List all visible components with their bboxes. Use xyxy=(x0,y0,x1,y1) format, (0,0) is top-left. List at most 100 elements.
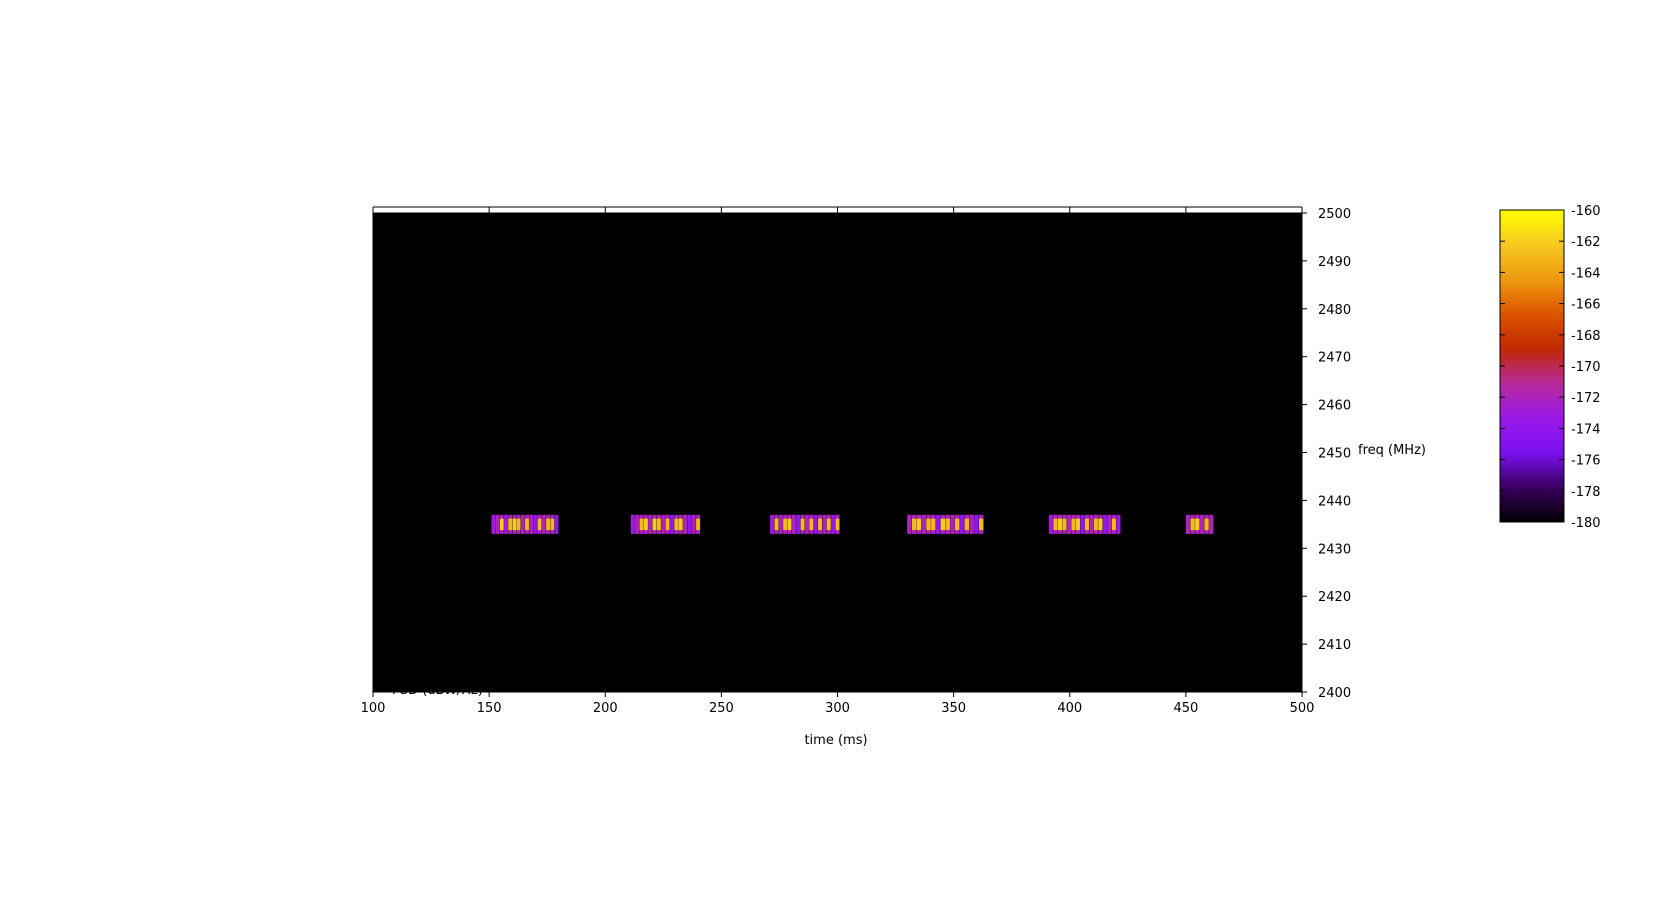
burst-1-cell-5 xyxy=(652,518,657,531)
burst-3-cell-15 xyxy=(979,518,984,531)
burst-1-cell-3 xyxy=(643,518,648,531)
burst-0-cell-8 xyxy=(525,518,529,531)
burst-3-cell-7 xyxy=(940,518,946,531)
burst-2-cell-0 xyxy=(770,518,775,531)
burst-1-cell-12 xyxy=(683,518,688,531)
burst-4-cell-13 xyxy=(1107,518,1112,531)
burst-3-cell-13 xyxy=(969,518,974,531)
burst-2-cell-3 xyxy=(783,518,788,531)
burst-0-cell-7 xyxy=(520,518,525,531)
colorbar-tick-label: -174 xyxy=(1571,422,1601,437)
y-tick-label: 2500 xyxy=(1318,207,1351,222)
y-tick-label: 2460 xyxy=(1318,399,1351,414)
burst-3-cell-6 xyxy=(935,518,941,531)
x-tick-label: 200 xyxy=(593,701,618,716)
x-tick-label: 150 xyxy=(477,701,502,716)
colorbar-tick-label: -180 xyxy=(1571,516,1601,531)
burst-4-cell-4 xyxy=(1066,518,1071,531)
burst-0-cell-6 xyxy=(516,518,521,531)
x-tick-label: 350 xyxy=(941,701,966,716)
colorbar-label: PSD (dBW/Hz) xyxy=(392,683,483,698)
burst-2-cell-4 xyxy=(787,518,792,531)
burst-0-cell-3 xyxy=(504,518,508,531)
burst-4-cell-6 xyxy=(1075,518,1080,531)
burst-2-cell-8 xyxy=(804,518,809,531)
burst-2-cell-2 xyxy=(778,518,783,531)
colorbar-tick-label: -166 xyxy=(1571,298,1601,313)
colorbar-tick-label: -178 xyxy=(1571,485,1601,500)
colorbar: -180 -178 -176 -174 -172 -170 -168 -166 -164 -162… xyxy=(1499,204,1601,531)
burst-0-cell-9 xyxy=(529,518,534,531)
burst-5-cell-4 xyxy=(1204,518,1209,531)
burst-1-cell-6 xyxy=(656,518,661,531)
burst-2-cell-10 xyxy=(813,518,818,531)
burst-4-cell-8 xyxy=(1084,518,1089,531)
y-tick-label: 2410 xyxy=(1318,638,1351,653)
burst-5-cell-0 xyxy=(1185,518,1191,531)
burst-1-cell-2 xyxy=(639,518,644,531)
x-tick-label: 300 xyxy=(825,701,850,716)
burst-5-cell-2 xyxy=(1195,518,1200,531)
burst-0-cell-12 xyxy=(541,518,546,531)
x-axis-label: time (ms) xyxy=(804,733,867,748)
burst-0-cell-15 xyxy=(554,518,559,531)
burst-2-cell-7 xyxy=(800,518,805,531)
heatmap-layer xyxy=(373,213,1302,692)
burst-4-cell-2 xyxy=(1057,518,1062,531)
burst-5-cell-1 xyxy=(1190,518,1195,531)
burst-4-cell-14 xyxy=(1111,518,1116,531)
y-tick-label: 2490 xyxy=(1318,255,1351,270)
burst-3-cell-9 xyxy=(950,518,955,531)
y-tick-label: 2420 xyxy=(1318,590,1351,605)
colorbar-tick-label: -176 xyxy=(1571,454,1601,469)
y-tick-label: 2430 xyxy=(1318,542,1351,557)
burst-5-cell-3 xyxy=(1199,518,1205,531)
burst-0-cell-10 xyxy=(533,518,538,531)
burst-2-cell-6 xyxy=(796,518,801,531)
burst-1-cell-0 xyxy=(630,518,635,531)
burst-3-cell-0 xyxy=(907,518,912,531)
burst-2-cell-9 xyxy=(809,518,814,531)
colorbar-tick-label: -160 xyxy=(1571,204,1601,219)
burst-4-cell-7 xyxy=(1080,518,1085,531)
x-tick-label: 250 xyxy=(709,701,734,716)
burst-0-cell-0 xyxy=(491,518,496,531)
burst-1-cell-4 xyxy=(648,518,653,531)
colorbar-scale xyxy=(1499,209,1565,523)
colorbar-tick-label: -170 xyxy=(1571,360,1601,375)
burst-3-cell-8 xyxy=(945,518,950,531)
plot-frame xyxy=(372,212,1303,693)
x-tick-label: 500 xyxy=(1290,701,1315,716)
x-tick-label: 400 xyxy=(1057,701,1082,716)
heatmap-background xyxy=(373,213,1302,692)
burst-4-cell-10 xyxy=(1093,518,1098,531)
y-axis-label: freq (MHz) xyxy=(1358,443,1426,458)
burst-1-cell-1 xyxy=(635,518,640,531)
burst-2-cell-13 xyxy=(826,518,831,531)
colorbar-tick-label: -162 xyxy=(1571,235,1601,250)
burst-4-cell-15 xyxy=(1116,518,1121,531)
burst-3-cell-2 xyxy=(916,518,922,531)
y-tick-label: 2450 xyxy=(1318,447,1351,462)
burst-4-cell-1 xyxy=(1053,518,1058,531)
burst-0-cell-4 xyxy=(508,518,513,531)
burst-1-cell-14 xyxy=(691,518,696,531)
burst-1-cell-10 xyxy=(674,518,679,531)
burst-3-cell-4 xyxy=(926,518,931,531)
burst-0-cell-2 xyxy=(499,518,504,531)
burst-0-cell-14 xyxy=(550,518,555,531)
burst-1-cell-11 xyxy=(678,518,683,531)
colorbar-tick-label: -168 xyxy=(1571,329,1601,344)
y-tick-label: 2480 xyxy=(1318,303,1351,318)
burst-3-cell-1 xyxy=(911,518,917,531)
burst-2-cell-11 xyxy=(818,518,823,531)
burst-1-cell-8 xyxy=(665,518,670,531)
y-tick-label: 2440 xyxy=(1318,494,1351,509)
burst-0-cell-1 xyxy=(495,518,500,531)
burst-4-cell-3 xyxy=(1062,518,1067,531)
burst-2-cell-5 xyxy=(791,518,796,531)
burst-5-cell-5 xyxy=(1209,518,1214,531)
x-tick-label: 450 xyxy=(1173,701,1198,716)
burst-4-cell-11 xyxy=(1098,518,1103,531)
